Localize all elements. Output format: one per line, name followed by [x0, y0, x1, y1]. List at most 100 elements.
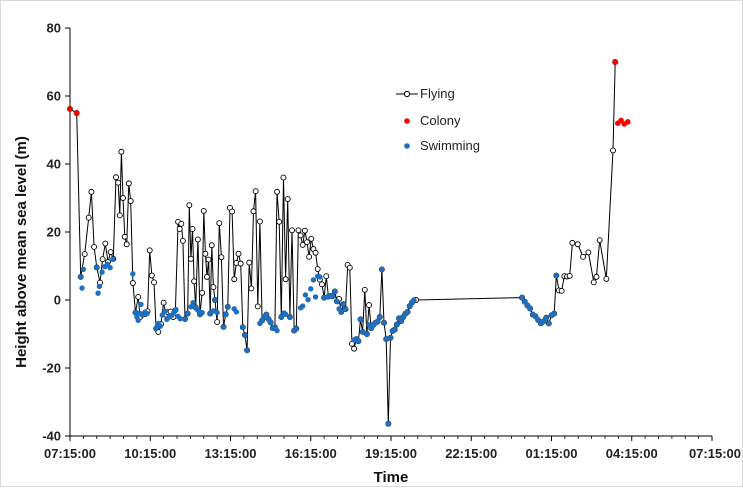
x-tick-label: 10:15:00: [124, 446, 176, 461]
flying-point: [113, 174, 119, 181]
swimming-point: [159, 312, 165, 318]
flying-point: [127, 198, 134, 205]
flying-point: [558, 287, 565, 294]
flying-point: [585, 249, 592, 256]
y-tick-label: 40: [47, 157, 61, 172]
swimming-point: [398, 318, 404, 324]
flying-point: [178, 220, 185, 227]
x-tick-label: 13:15:00: [204, 446, 256, 461]
flying-point: [189, 225, 196, 232]
swimming-point: [99, 269, 105, 275]
legend-flying-marker: [403, 90, 411, 98]
flying-point: [312, 249, 319, 256]
flying-point: [210, 284, 217, 291]
legend-colony-label: Colony: [420, 113, 461, 128]
swimming-point: [357, 316, 364, 323]
x-tick-label: 07:15:00: [44, 446, 96, 461]
swimming-point: [233, 309, 240, 315]
swimming-point: [404, 309, 411, 315]
legend: Flying Colony Swimming: [382, 75, 508, 159]
flying-point: [121, 233, 128, 240]
swimming-point: [132, 309, 139, 316]
swimming-point: [110, 256, 116, 262]
swimming-point: [355, 338, 362, 344]
flying-point: [102, 240, 109, 247]
swimming-point: [278, 314, 285, 320]
flying-point: [202, 250, 209, 257]
swimming-point: [107, 265, 113, 271]
flying-point: [148, 272, 155, 279]
swimming-point: [293, 325, 300, 332]
swimming-point: [220, 324, 227, 330]
swimming-point: [162, 308, 168, 314]
swimming-point: [340, 301, 347, 307]
flying-point: [218, 254, 225, 261]
swimming-point: [130, 271, 136, 277]
x-tick-label: 01:15:00: [525, 446, 577, 461]
y-axis-title-group: Height above mean sea level (m): [13, 136, 30, 368]
swimming-point: [411, 297, 417, 304]
swimming-point: [342, 306, 349, 312]
swimming-point: [282, 311, 289, 317]
flying-point: [120, 195, 126, 201]
flying-point: [295, 227, 302, 234]
swimming-point: [95, 290, 101, 296]
colony-point: [624, 119, 631, 125]
x-axis-title: Time: [374, 469, 409, 486]
flying-point: [123, 241, 130, 248]
y-tick-label: 60: [47, 89, 61, 104]
swimming-point: [546, 320, 552, 327]
flying-point: [125, 180, 132, 187]
flying-point: [282, 276, 289, 283]
flying-point: [246, 259, 253, 266]
flying-point: [276, 218, 283, 225]
flying-point: [160, 299, 167, 306]
flying-point: [346, 264, 353, 271]
swimming-point: [80, 266, 87, 273]
flying-point: [116, 212, 123, 219]
swimming-point: [267, 319, 274, 326]
flying-point: [214, 319, 221, 326]
swimming-point: [332, 288, 338, 295]
swimming-point: [379, 266, 385, 273]
flying-point: [115, 179, 122, 186]
swimming-point: [308, 286, 314, 292]
flying-point: [256, 218, 263, 225]
flying-point: [205, 256, 212, 263]
flying-point: [229, 208, 236, 215]
flying-point: [299, 241, 306, 248]
flying-point: [81, 251, 88, 258]
flying-point: [593, 273, 600, 280]
swimming-point: [359, 329, 366, 335]
flying-point: [85, 214, 92, 221]
flying-point: [186, 202, 193, 209]
swimming-point: [532, 313, 539, 320]
swimming-point: [177, 316, 183, 322]
flying-point: [200, 207, 207, 214]
swimming-point: [212, 297, 218, 303]
flying-point: [216, 220, 223, 227]
swimming-point: [302, 292, 309, 298]
swimming-point: [551, 310, 557, 317]
flying-point: [308, 235, 315, 242]
swimming-point: [321, 294, 327, 301]
swimming-point: [392, 326, 398, 333]
flying-point: [596, 237, 603, 244]
swimming-point: [305, 296, 311, 303]
series: [67, 59, 631, 427]
y-tick-label: 0: [54, 293, 61, 308]
flying-point: [151, 279, 157, 286]
swimming-point: [138, 301, 144, 308]
flying-point: [569, 239, 576, 246]
y-axis-title: Height above mean sea level (m): [13, 136, 30, 368]
y-tick-label: 80: [47, 21, 61, 36]
swimming-point: [144, 310, 150, 317]
flying-point: [603, 275, 610, 282]
swimming-point: [317, 274, 323, 280]
flying-point: [191, 278, 198, 285]
swimming-point: [190, 300, 196, 306]
flying-point: [146, 247, 153, 254]
x-tick-label: 19:15:00: [365, 446, 417, 461]
